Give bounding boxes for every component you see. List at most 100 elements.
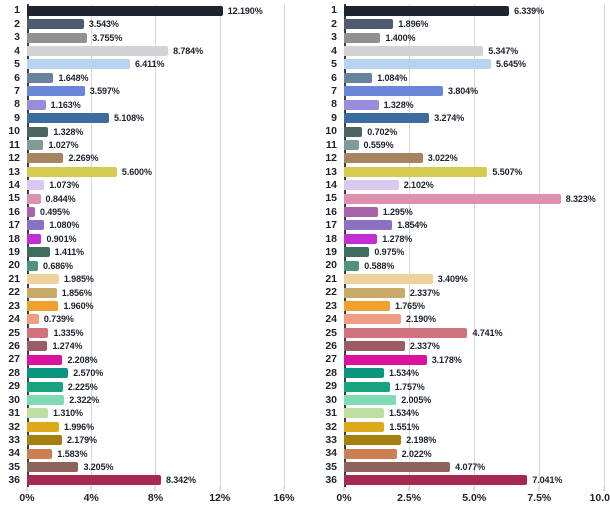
bar-value-label: 1.854%	[397, 220, 428, 231]
category-label: 34	[8, 447, 20, 460]
bar-segment-21[interactable]	[344, 274, 433, 285]
bar-segment-5[interactable]	[27, 59, 130, 70]
bar-value-label: 1.278%	[382, 233, 413, 244]
bar-segment-6[interactable]	[344, 72, 373, 83]
bar-segment-32[interactable]	[27, 421, 60, 432]
bar-row: 21 1.985%	[0, 272, 296, 285]
bar-segment-17[interactable]	[27, 220, 45, 231]
bar-segment-1[interactable]	[27, 5, 223, 16]
bar-segment-12[interactable]	[344, 153, 423, 164]
bar-row: 31 1.310%	[0, 407, 296, 420]
bar-segment-13[interactable]	[344, 166, 488, 177]
bar-segment-29[interactable]	[344, 381, 390, 392]
bar-segment-27[interactable]	[27, 354, 63, 365]
bar-segment-25[interactable]	[344, 327, 468, 338]
category-label: 18	[8, 232, 20, 245]
bar-segment-36[interactable]	[344, 475, 528, 486]
bar-row: 16 1.295%	[300, 205, 607, 218]
bar-segment-25[interactable]	[27, 327, 49, 338]
bar-segment-19[interactable]	[27, 247, 50, 258]
bar-row: 18 0.901%	[0, 232, 296, 245]
bar-segment-31[interactable]	[344, 408, 384, 419]
bar-segment-35[interactable]	[344, 462, 451, 473]
bar-row: 18 1.278%	[300, 232, 607, 245]
bar-segment-7[interactable]	[344, 86, 444, 97]
bar-segment-12[interactable]	[27, 153, 64, 164]
bar-segment-19[interactable]	[344, 247, 370, 258]
bar-segment-16[interactable]	[344, 207, 378, 218]
bar-segment-26[interactable]	[27, 341, 48, 352]
y-axis-line	[27, 4, 29, 487]
bar-value-label: 3.409%	[437, 274, 468, 285]
bar-segment-33[interactable]	[27, 435, 62, 446]
category-label: 11	[8, 138, 20, 151]
bar-segment-18[interactable]	[27, 233, 42, 244]
bar-segment-2[interactable]	[27, 19, 84, 30]
category-label: 6	[14, 71, 20, 84]
bar-cell: 1.335%	[27, 326, 296, 339]
bar-segment-4[interactable]	[344, 45, 484, 56]
bar-segment-33[interactable]	[344, 435, 402, 446]
bar-segment-1[interactable]	[344, 5, 510, 16]
bar-row: 34 2.022%	[300, 447, 607, 460]
bar-segment-24[interactable]	[344, 314, 402, 325]
bar-segment-21[interactable]	[27, 274, 59, 285]
bar-segment-14[interactable]	[344, 180, 399, 191]
bar-segment-32[interactable]	[344, 421, 385, 432]
x-axis-tick-mark	[283, 487, 285, 491]
bar-cell: 6.411%	[27, 58, 296, 71]
bar-segment-34[interactable]	[344, 448, 397, 459]
bar-segment-27[interactable]	[344, 354, 427, 365]
bar-segment-22[interactable]	[27, 287, 57, 298]
bar-row: 9 3.274%	[300, 111, 607, 124]
bar-segment-2[interactable]	[344, 19, 394, 30]
bar-segment-30[interactable]	[27, 394, 65, 405]
bar-segment-20[interactable]	[27, 260, 39, 271]
bar-segment-11[interactable]	[344, 139, 359, 150]
bar-segment-17[interactable]	[344, 220, 393, 231]
bar-segment-3[interactable]	[344, 32, 381, 43]
bar-segment-11[interactable]	[27, 139, 44, 150]
bar-segment-20[interactable]	[344, 260, 360, 271]
bar-segment-23[interactable]	[344, 300, 390, 311]
bar-segment-26[interactable]	[344, 341, 405, 352]
bar-segment-9[interactable]	[27, 113, 110, 124]
bar-segment-23[interactable]	[27, 300, 59, 311]
bar-row: 2 1.896%	[300, 17, 607, 30]
bar-segment-35[interactable]	[27, 462, 79, 473]
category-label: 20	[8, 259, 20, 272]
bar-segment-13[interactable]	[27, 166, 117, 177]
bar-segment-4[interactable]	[27, 45, 169, 56]
bar-segment-15[interactable]	[344, 193, 561, 204]
category-label: 7	[331, 84, 337, 97]
bar-segment-15[interactable]	[27, 193, 41, 204]
bar-row: 25 4.741%	[300, 326, 607, 339]
category-label: 2	[331, 17, 337, 30]
bar-segment-10[interactable]	[27, 126, 49, 137]
bar-segment-7[interactable]	[27, 86, 85, 97]
bar-segment-8[interactable]	[27, 99, 46, 110]
bar-row: 5 6.411%	[0, 58, 296, 71]
bar-segment-8[interactable]	[344, 99, 379, 110]
bar-segment-34[interactable]	[27, 448, 53, 459]
bar-segment-28[interactable]	[27, 368, 69, 379]
bar-segment-18[interactable]	[344, 233, 378, 244]
bar-segment-16[interactable]	[27, 207, 35, 218]
category-label: 4	[331, 44, 337, 57]
bar-value-label: 1.648%	[58, 72, 89, 83]
bar-segment-3[interactable]	[27, 32, 88, 43]
bar-segment-22[interactable]	[344, 287, 405, 298]
bar-segment-14[interactable]	[27, 180, 45, 191]
bar-segment-9[interactable]	[344, 113, 430, 124]
bar-cell: 8.342%	[27, 474, 296, 487]
bar-segment-29[interactable]	[27, 381, 63, 392]
bar-segment-28[interactable]	[344, 368, 384, 379]
bar-segment-24[interactable]	[27, 314, 39, 325]
bar-segment-36[interactable]	[27, 475, 161, 486]
bar-segment-6[interactable]	[27, 72, 54, 83]
bar-segment-5[interactable]	[344, 59, 491, 70]
bar-segment-31[interactable]	[27, 408, 49, 419]
bar-segment-30[interactable]	[344, 394, 397, 405]
bar-value-label: 1.400%	[385, 32, 416, 43]
bar-segment-10[interactable]	[344, 126, 363, 137]
